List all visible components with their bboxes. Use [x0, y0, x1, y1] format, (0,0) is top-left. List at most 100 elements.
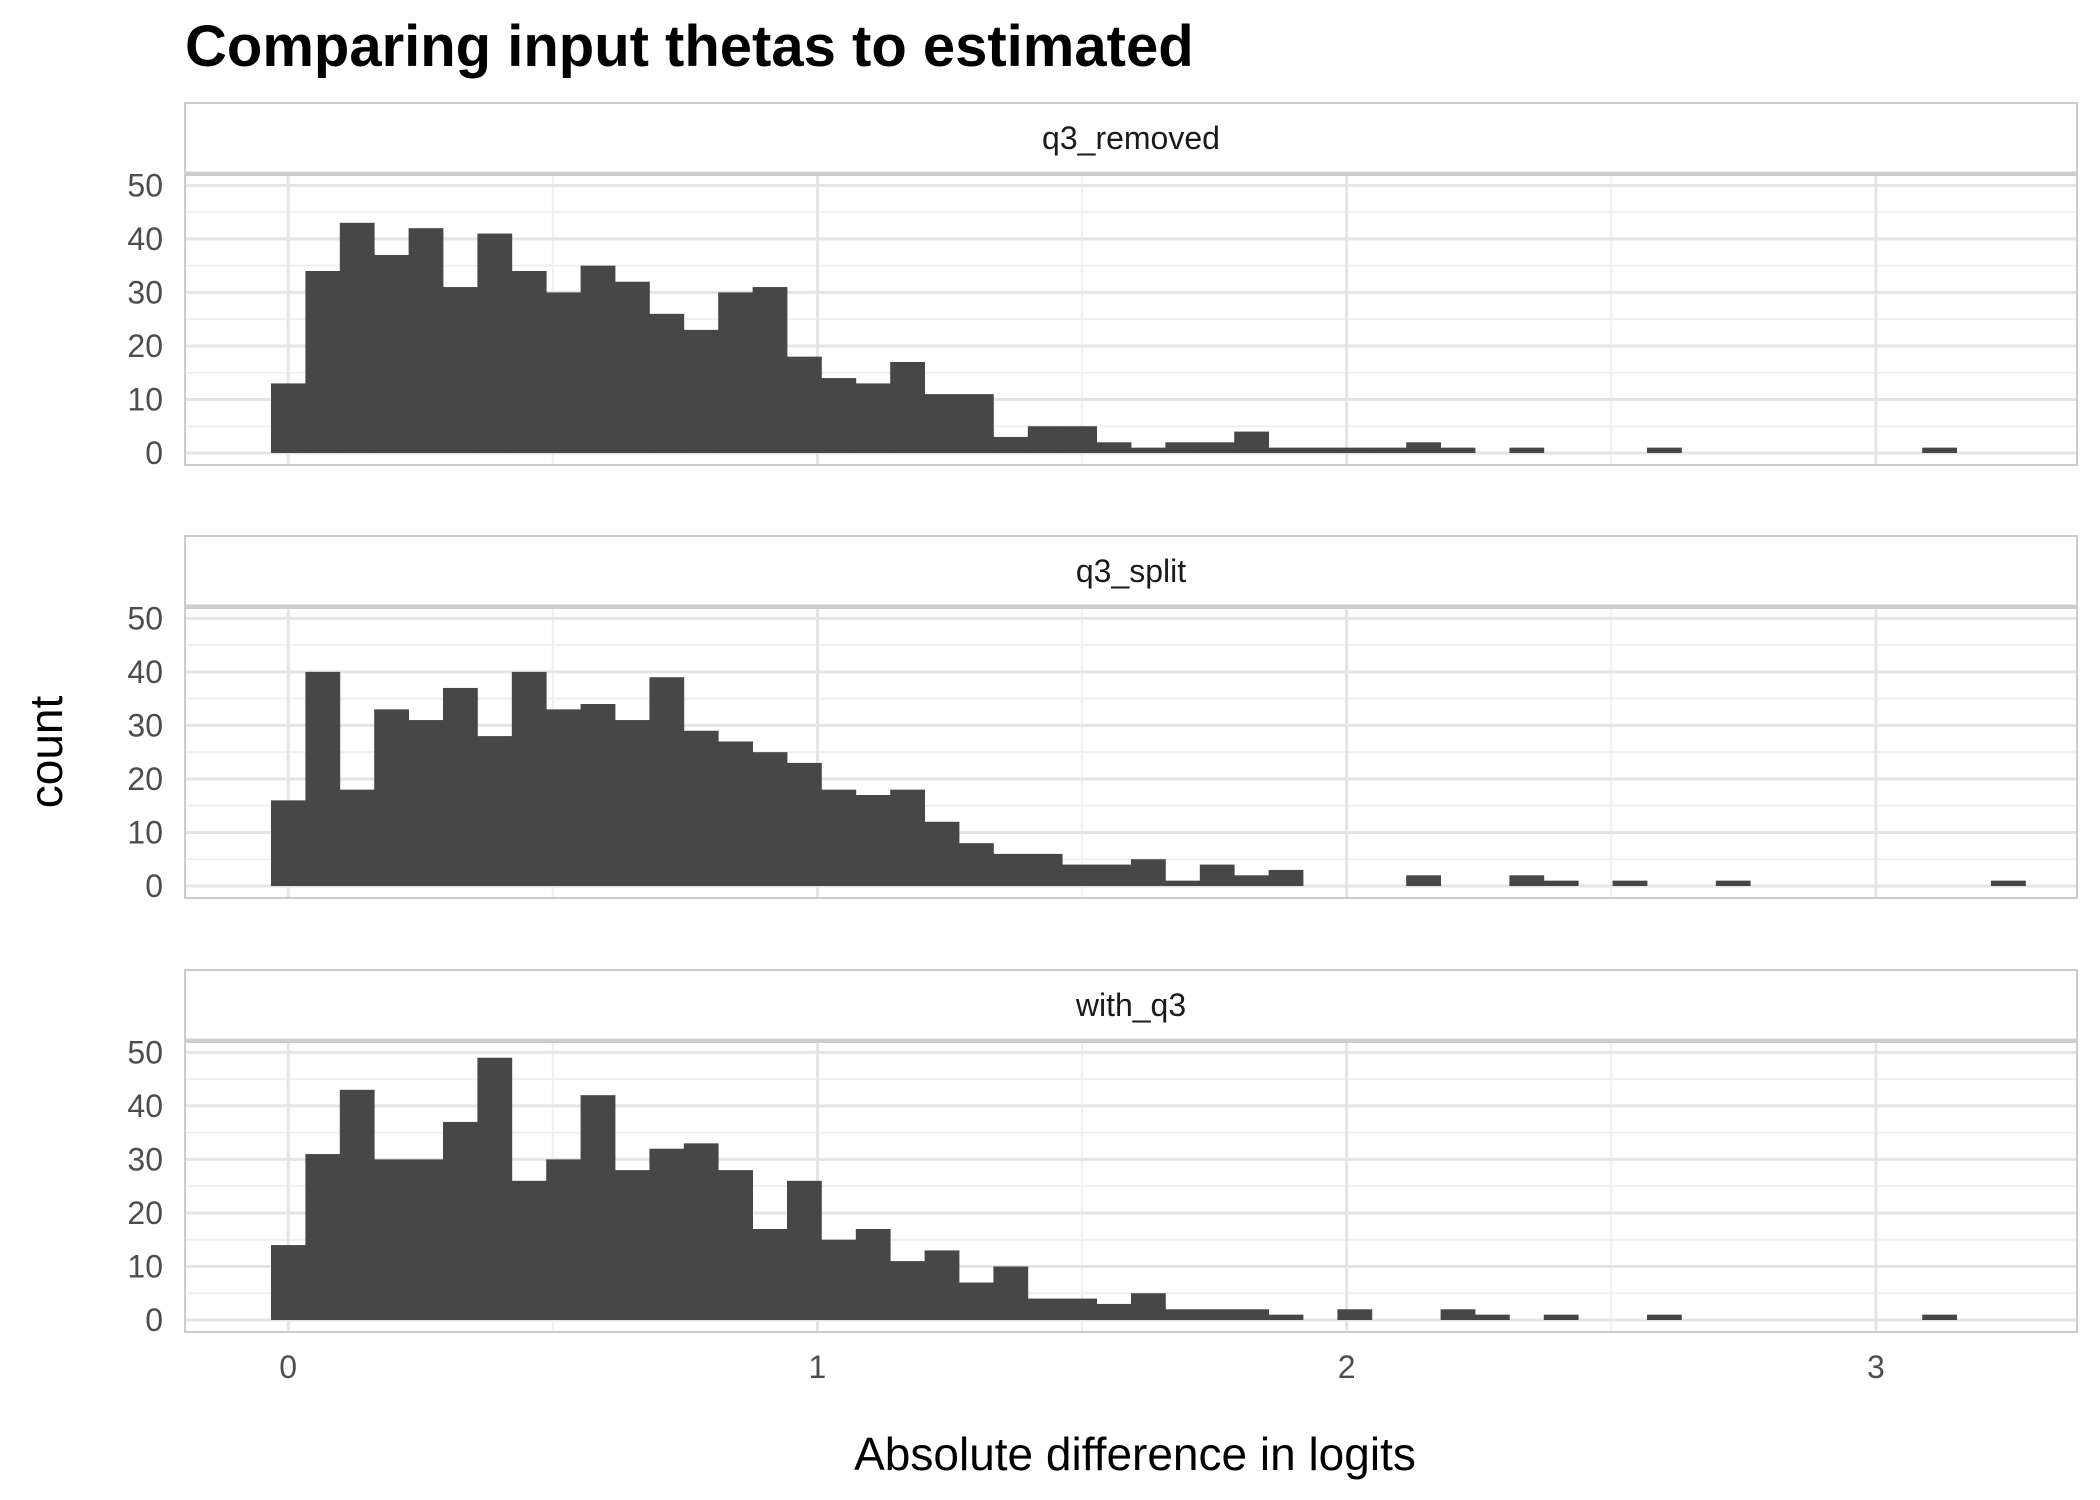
- histogram-bar: [408, 1159, 444, 1320]
- y-tick-label: 50: [127, 167, 163, 203]
- y-tick-label: 50: [127, 600, 163, 636]
- y-tick-label: 20: [127, 761, 163, 797]
- histogram-bar: [546, 1159, 581, 1320]
- histogram-bar: [1096, 442, 1132, 453]
- x-axis-title: Absolute difference in logits: [854, 1428, 1416, 1480]
- y-tick-label: 40: [127, 1088, 163, 1124]
- histogram-bar: [683, 329, 719, 453]
- histogram-bar: [1337, 447, 1373, 453]
- histogram-bar: [1440, 447, 1476, 453]
- histogram-bar: [271, 800, 306, 886]
- facet-q3_split: q3_split 0 10 20 30 40 50: [127, 535, 2078, 904]
- panel-border: [184, 607, 2078, 899]
- histogram-bar: [890, 1261, 925, 1320]
- histogram-bar: [305, 271, 341, 453]
- histogram-bar: [1234, 1309, 1269, 1320]
- facet-strip-label: q3_split: [1076, 553, 1186, 589]
- x-axis: 0 1 2 3: [279, 1349, 1884, 1385]
- histogram-bar: [580, 704, 616, 886]
- histogram-bar: [1165, 442, 1201, 453]
- histogram-bar: [1543, 880, 1579, 886]
- facet-strip: [184, 969, 2078, 1041]
- histogram-bar: [1475, 1314, 1510, 1320]
- histogram-bar: [374, 1159, 409, 1320]
- y-tick-label: 0: [145, 868, 163, 904]
- facet-with_q3: with_q3 0 10 20 30 40 50: [127, 969, 2078, 1338]
- histogram-bar: [1922, 1314, 1957, 1320]
- histogram-bar: [718, 741, 753, 886]
- histogram-bar: [1406, 875, 1441, 886]
- histogram-bar: [1991, 880, 2026, 886]
- histogram-bar: [855, 1229, 891, 1320]
- histogram-bar: [924, 1250, 960, 1320]
- histogram-bar: [443, 1121, 478, 1320]
- y-tick-label: 0: [145, 1302, 163, 1338]
- facet-panels: q3_removed 0 10 20 30 40 50 q3_split 0 10 20 30 40 50…: [127, 102, 2078, 1338]
- x-tick-label: 2: [1338, 1349, 1356, 1385]
- histogram-bar: [1165, 880, 1201, 886]
- histogram-bar: [821, 789, 857, 886]
- y-tick-label: 10: [127, 381, 163, 417]
- histogram-bar: [1647, 447, 1682, 453]
- histogram-bar: [1268, 869, 1304, 886]
- histogram-bar: [546, 292, 581, 453]
- facet-strip: [184, 102, 2078, 174]
- histogram-bar: [1234, 431, 1269, 453]
- y-tick-label: 10: [127, 814, 163, 850]
- histogram-bar: [959, 843, 994, 886]
- histogram-bar: [1131, 1293, 1166, 1320]
- histogram-bar: [821, 378, 857, 453]
- facet-strip-label: q3_removed: [1042, 120, 1220, 156]
- histogram-bar: [993, 436, 1029, 453]
- y-tick-label: 30: [127, 274, 163, 310]
- histogram-bar: [477, 1057, 513, 1320]
- histogram-bar: [339, 789, 375, 886]
- y-tick-label: 10: [127, 1248, 163, 1284]
- y-tick-label: 0: [145, 435, 163, 471]
- histogram-bar: [855, 383, 891, 453]
- histogram-bar: [1543, 1314, 1579, 1320]
- histogram-bar: [374, 709, 409, 886]
- histogram-bar: [443, 687, 478, 886]
- histogram-bar: [1199, 1309, 1235, 1320]
- histogram-bar: [546, 709, 581, 886]
- histogram-bar: [1303, 447, 1338, 453]
- histogram-bar: [1440, 1309, 1476, 1320]
- histogram-bar: [271, 383, 306, 453]
- histogram-bar: [1715, 880, 1751, 886]
- histogram-bar: [890, 362, 925, 453]
- histogram-bar: [821, 1239, 857, 1320]
- histogram-bar: [649, 1148, 685, 1320]
- histogram-bar: [443, 287, 478, 453]
- histogram-bar: [1406, 442, 1441, 453]
- histogram-bar: [1027, 1298, 1063, 1320]
- histogram-bar: [1062, 1298, 1097, 1320]
- histogram-bar: [924, 394, 960, 453]
- y-tick-label: 30: [127, 1141, 163, 1177]
- histogram-bar: [683, 730, 719, 886]
- x-tick-label: 1: [809, 1349, 827, 1385]
- histogram-bar: [305, 1154, 341, 1320]
- histogram-bar: [1199, 864, 1235, 886]
- histogram-bar: [1096, 864, 1132, 886]
- histogram-bar: [580, 1095, 616, 1320]
- histogram-bar: [1647, 1314, 1682, 1320]
- histogram-bar: [615, 720, 650, 886]
- histogram-bar: [787, 356, 822, 453]
- histogram-bar: [787, 1180, 822, 1320]
- histogram-bar: [855, 795, 891, 886]
- histogram-bar: [1509, 875, 1545, 886]
- histogram-bar: [959, 394, 994, 453]
- histogram-bar: [408, 228, 444, 453]
- histogram-bar: [787, 762, 822, 886]
- histogram-bar: [1268, 447, 1304, 453]
- histogram-bar: [477, 233, 513, 453]
- histogram-bar: [1268, 1314, 1304, 1320]
- histogram-bar: [374, 254, 409, 453]
- histogram-bar: [649, 677, 685, 886]
- x-tick-label: 0: [279, 1349, 297, 1385]
- y-tick-label: 40: [127, 221, 163, 257]
- histogram-bar: [408, 720, 444, 886]
- x-tick-label: 3: [1867, 1349, 1885, 1385]
- histogram-bar: [1131, 447, 1166, 453]
